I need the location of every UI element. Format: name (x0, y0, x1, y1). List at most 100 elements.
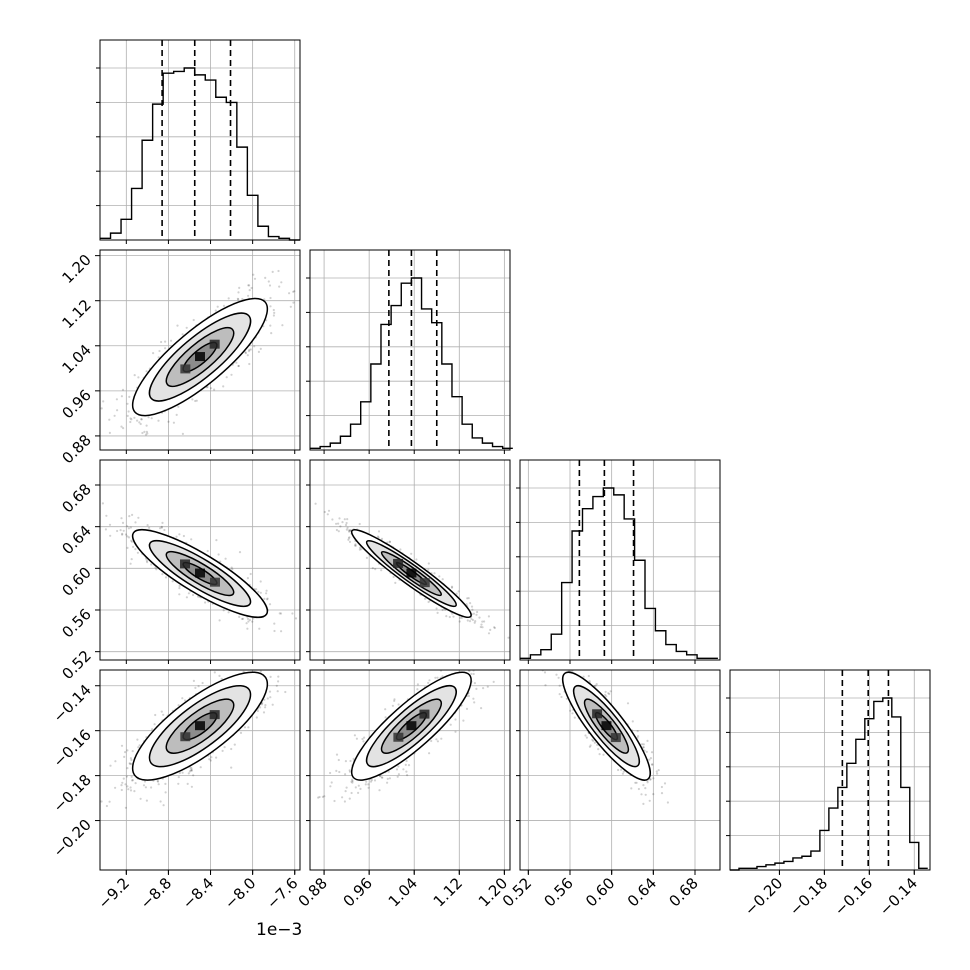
sample-point (371, 567, 374, 570)
sample-point (365, 556, 368, 560)
sample-point (626, 702, 630, 705)
x-tick-label-p0: −7.6 (263, 874, 301, 912)
sample-point (388, 540, 391, 544)
sample-point (218, 674, 221, 678)
sample-point (407, 764, 411, 767)
sample-point (402, 768, 405, 771)
sample-point (268, 284, 272, 287)
sample-point (230, 373, 233, 376)
sample-point (131, 779, 134, 782)
sample-point (660, 792, 664, 795)
sample-point (427, 600, 430, 604)
sample-point (637, 735, 640, 738)
sample-point (456, 663, 458, 665)
sample-point (379, 775, 382, 778)
x-tick-label-p2: 0.52 (499, 874, 535, 910)
sample-point (620, 768, 623, 771)
sample-point (289, 305, 292, 308)
sample-point (201, 681, 204, 685)
sample-point (358, 546, 362, 549)
x-tick-label-p2: 0.68 (665, 874, 701, 910)
sample-point (272, 314, 275, 317)
sample-point (128, 515, 131, 518)
sample-point (474, 668, 476, 670)
sample-point (585, 736, 589, 739)
sample-point (171, 580, 174, 583)
sample-point (660, 785, 664, 789)
sample-point (113, 414, 116, 417)
sample-point (140, 418, 143, 421)
sample-point (259, 670, 262, 673)
sample-point (275, 684, 278, 687)
sample-point (607, 692, 610, 695)
sample-point (215, 756, 218, 759)
sample-point (592, 739, 595, 743)
density-core-cell (180, 364, 191, 374)
sample-point (560, 695, 563, 699)
sample-point (604, 690, 607, 694)
sample-point (427, 568, 430, 571)
sample-point (354, 544, 357, 547)
sample-point (121, 532, 124, 535)
sample-point (190, 769, 193, 772)
sample-point (473, 621, 476, 624)
sample-point (176, 324, 179, 327)
sample-point (247, 294, 250, 297)
sample-point (189, 766, 192, 769)
sample-point (595, 683, 598, 686)
sample-point (380, 537, 384, 540)
sample-point (182, 534, 185, 538)
y-tick-label-p2: 0.60 (58, 563, 94, 599)
sample-point (330, 781, 333, 784)
sample-point (177, 782, 180, 785)
sample-point (291, 612, 294, 615)
sample-point (493, 626, 496, 629)
sample-point (213, 671, 216, 674)
sample-point (128, 762, 131, 765)
sample-point (564, 666, 566, 668)
sample-point (247, 620, 250, 623)
sample-point (190, 767, 193, 770)
sample-point (345, 521, 348, 525)
sample-point (210, 756, 213, 759)
sample-point (621, 772, 625, 775)
sample-point (609, 690, 612, 693)
sample-point (246, 577, 249, 580)
sample-point (178, 771, 181, 775)
sample-point (474, 655, 476, 657)
sample-point (564, 663, 566, 665)
sample-point (376, 535, 380, 538)
sample-point (253, 277, 257, 280)
density-core-cell (209, 710, 220, 720)
panel-content (314, 502, 510, 639)
sample-point (194, 399, 197, 403)
sample-point (559, 661, 561, 663)
sample-point (333, 799, 336, 803)
sample-point (395, 768, 399, 771)
sample-point (641, 743, 644, 746)
sample-point (657, 769, 660, 772)
sample-point (630, 787, 633, 790)
sample-point (160, 710, 163, 713)
panel-frame (309, 459, 511, 661)
sample-point (472, 697, 475, 700)
sample-point (462, 719, 465, 722)
sample-point (187, 772, 190, 775)
sample-point (345, 528, 348, 531)
sample-point (373, 779, 377, 782)
sample-point (102, 400, 105, 403)
sample-point (136, 419, 139, 422)
sample-point (434, 676, 437, 679)
sample-point (476, 656, 478, 658)
sample-point (386, 781, 389, 784)
sample-point (386, 777, 389, 781)
sample-point (396, 775, 399, 778)
density-core-cell (195, 352, 205, 362)
sample-point (636, 736, 639, 739)
sample-point (346, 518, 349, 521)
sample-point (472, 672, 475, 676)
sample-point (281, 324, 284, 327)
sample-point (159, 800, 162, 803)
sample-point (365, 780, 368, 783)
sample-point (269, 324, 272, 327)
